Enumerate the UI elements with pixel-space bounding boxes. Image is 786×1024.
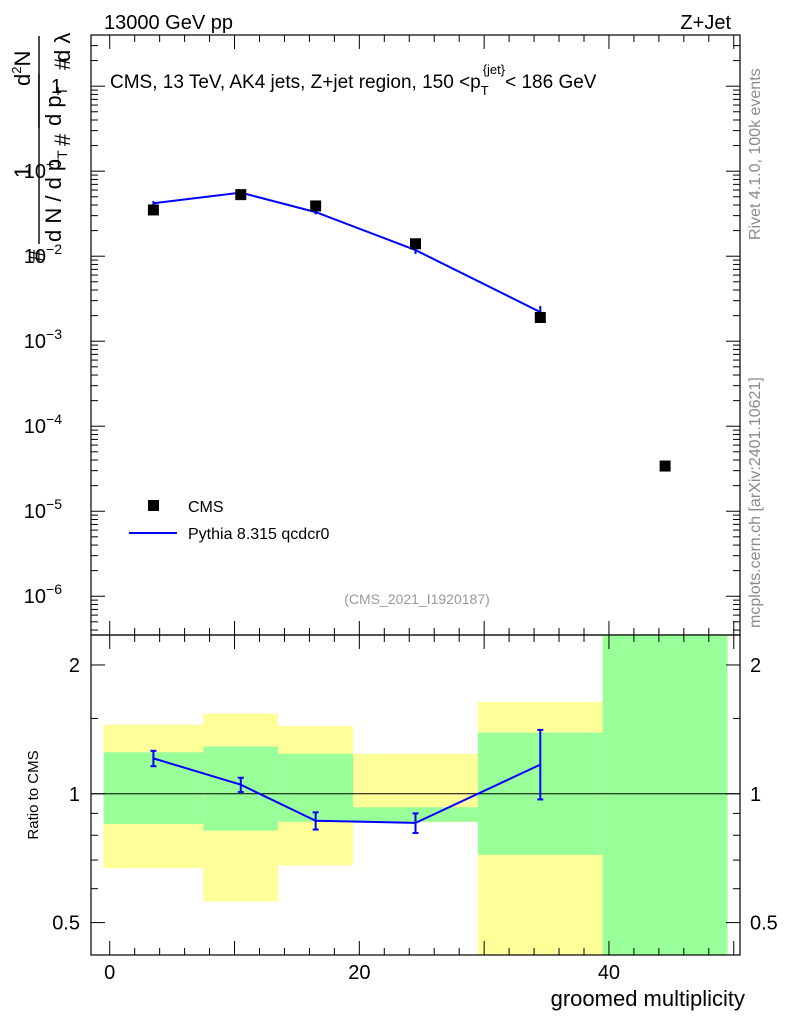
ylabel-den: d N / d pT: [41, 150, 70, 242]
mcplots-label: mcplots.cern.ch [arXiv:2401.10621]: [747, 377, 764, 628]
ratio-y-axis-label: Ratio to CMS: [25, 750, 42, 839]
ylabel-hash-mid: #: [50, 133, 75, 146]
legend-cms-marker: [148, 500, 159, 511]
main-y-axis-label: # 1 d N / d pT # d2N d pT # d λ: [9, 33, 75, 262]
legend-cms-label: CMS: [188, 499, 224, 516]
process-label: Z+Jet: [680, 12, 731, 34]
ratio-frame: [90, 634, 741, 956]
ratio-y-tick-label-right: 1: [750, 784, 761, 806]
ylabel-hash-right: #: [50, 57, 75, 70]
main-y-tick-label: 10−3: [24, 326, 62, 353]
main-y-tick-label: 1: [51, 76, 62, 98]
plot-title-post: < 186 GeV: [505, 72, 597, 93]
ylabel-hash-left: #: [24, 249, 49, 262]
ratio-y-tick-label: 1: [69, 784, 80, 806]
ylabel-den-text: d N / d p: [41, 159, 66, 242]
x-axis-label: groomed multiplicity: [551, 986, 745, 1011]
analysis-id: (CMS_2021_I1920187): [344, 591, 490, 607]
ylabel-num-sup: 2: [9, 67, 24, 74]
ylabel-dlambda: d λ: [50, 33, 75, 62]
main-axis-ticks: 10−6 10−5 10−4 10−3 10−2 10−1 1: [24, 34, 740, 635]
ylabel-num-d: d: [10, 74, 35, 86]
ylabel-num-n: N: [10, 51, 35, 67]
x-tick-label: 40: [598, 962, 620, 984]
plot-title-sup: {jet}: [483, 62, 506, 77]
ratio-data-marks: [150, 728, 544, 834]
legend-pythia-label: Pythia 8.315 qcdcr0: [188, 526, 330, 543]
x-tick-label: 0: [104, 962, 115, 984]
plot-title-pre: CMS, 13 TeV, AK4 jets, Z+jet region, 150…: [110, 72, 481, 93]
ylabel-one: 1: [10, 166, 35, 178]
ratio-y-tick-label-right: 0.5: [750, 913, 778, 935]
ratio-stat-uncertainty-band: [602, 635, 728, 955]
ratio-panel: 0.5 0.51 12 20 20 40 Ratio to CMS groomed mul…: [25, 634, 778, 1011]
ylabel-dpt-text: d p: [41, 95, 66, 126]
main-frame: [90, 34, 741, 636]
x-tick-label: 20: [348, 962, 370, 984]
cms-data-point: [147, 204, 159, 216]
cms-data-point: [310, 200, 322, 212]
energy-label: 13000 GeV pp: [104, 12, 233, 34]
ratio-axis-ticks: 0.5 0.51 12 20 20 40: [52, 635, 778, 984]
ratio-y-tick-label: 2: [69, 655, 80, 677]
ylabel-den-sub: T: [54, 150, 70, 159]
main-y-tick-label: 10−2: [24, 241, 62, 268]
cms-data-point: [235, 189, 247, 201]
plot-title: CMS, 13 TeV, AK4 jets, Z+jet region, 150…: [110, 62, 597, 98]
main-data-marks: [147, 189, 671, 472]
ylabel-dpt-sub: T: [54, 86, 70, 95]
main-panel: 10−610−510−410−310−210−11 CMS, 13 TeV, A…: [9, 33, 741, 636]
ratio-y-tick-label-right: 2: [750, 655, 761, 677]
ylabel-dpt: d pT: [41, 86, 70, 126]
ratio-uncertainty-bands: [103, 635, 728, 955]
main-y-tick-label: 10−6: [24, 581, 62, 608]
rivet-version-label: Rivet 4.1.0, 100k events: [747, 68, 764, 240]
cms-data-point: [410, 238, 421, 250]
ylabel-num: d2N: [9, 51, 35, 86]
cms-data-point: [659, 460, 671, 472]
main-y-tick-label: 10−1: [24, 156, 62, 183]
pythia-line: [153, 191, 541, 313]
main-y-tick-label: 10−4: [24, 411, 62, 438]
main-y-tick-label: 10−5: [24, 496, 62, 523]
ratio-stat-uncertainty-band: [278, 753, 354, 822]
plot-title-sub: T: [481, 83, 489, 98]
ratio-y-tick-label: 0.5: [52, 913, 80, 935]
cms-data-point: [534, 312, 546, 324]
